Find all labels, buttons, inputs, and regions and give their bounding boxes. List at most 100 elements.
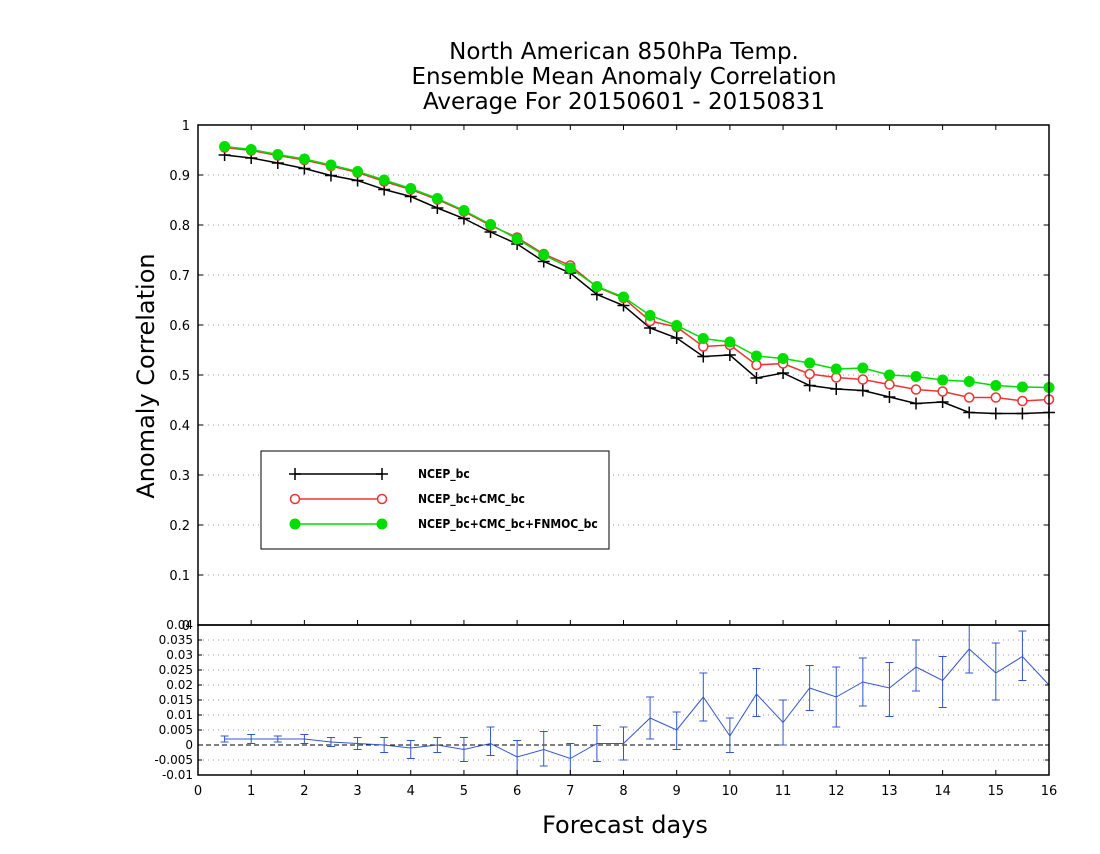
data-point — [376, 493, 388, 505]
x-tick-label: 9 — [673, 784, 681, 799]
difference-y-tick-labels: -0.01-0.00500.0050.010.0150.020.0250.030… — [154, 618, 193, 782]
series-line — [224, 145, 1050, 389]
y-tick-label: 0.7 — [169, 269, 190, 284]
y-tick-label: 0.5 — [169, 369, 190, 384]
data-point — [804, 368, 815, 380]
y-tick-label: 0.4 — [169, 419, 190, 434]
data-point — [671, 320, 683, 331]
x-tick-label: 16 — [1041, 784, 1058, 799]
legend: NCEP_bc NCEP_bc+CMC_bc NCEP_bc+CMC_bc+FNMO… — [260, 450, 610, 550]
data-point — [1016, 381, 1028, 393]
x-tick-label: 5 — [460, 784, 468, 799]
y-tick-label: 0.3 — [169, 469, 190, 484]
main-y-tick-labels: 0 0.1 0.2 0.3 0.4 0.5 0.6 0.7 0.8 0.9 1 — [169, 119, 190, 634]
data-point — [857, 374, 869, 385]
y-tick-label: 0.005 — [159, 723, 193, 737]
x-tick-label: 4 — [407, 784, 415, 799]
data-point — [564, 262, 576, 274]
data-point — [884, 379, 895, 390]
x-tick-label: 0 — [194, 784, 202, 799]
difference-line — [224, 648, 1050, 760]
x-tick-label: 7 — [566, 784, 574, 799]
title-line-3: Average For 20150601 - 20150831 — [423, 89, 825, 115]
x-tick-label: 8 — [619, 784, 627, 799]
data-point — [910, 371, 922, 382]
data-point — [618, 291, 629, 303]
data-point — [644, 310, 656, 321]
data-point — [990, 380, 1002, 391]
x-tick-label: 6 — [513, 784, 521, 799]
x-tick-label: 2 — [300, 784, 308, 799]
data-point — [219, 141, 231, 152]
data-point — [325, 159, 337, 171]
legend-label: NCEP_bc — [418, 467, 470, 482]
difference-plot-series — [220, 624, 1050, 776]
x-tick-label: 1 — [247, 784, 255, 799]
series-NCEP_bc — [218, 149, 1055, 420]
y-tick-label: 0.025 — [159, 663, 193, 677]
data-point — [289, 518, 301, 530]
y-tick-label: 0.03 — [166, 648, 193, 662]
data-point — [883, 369, 895, 381]
data-point — [724, 336, 736, 348]
y-tick-label: 0.04 — [166, 618, 193, 632]
data-point — [910, 384, 922, 395]
y-tick-label: 0.6 — [169, 319, 190, 334]
data-point — [937, 374, 949, 386]
y-tick-label: 0.035 — [159, 633, 193, 647]
series-line — [224, 154, 1050, 415]
y-tick-label: 0.01 — [166, 708, 193, 722]
series-NCEP_bc+CMC_bc — [219, 142, 1055, 407]
data-point — [405, 183, 417, 194]
x-tick-label: 12 — [828, 784, 845, 799]
data-point — [777, 353, 789, 364]
data-point — [804, 357, 816, 369]
data-point — [458, 205, 470, 216]
data-point — [352, 166, 364, 177]
data-point — [937, 386, 948, 397]
x-tick-labels: 0 1 2 3 4 5 6 7 8 9 10 11 12 13 14 15 16 — [194, 784, 1057, 799]
data-point — [272, 149, 284, 160]
data-point — [591, 281, 603, 292]
chart-title: North American 850hPa Temp. Ensemble Mea… — [411, 39, 836, 115]
data-point — [245, 144, 257, 155]
x-tick-label: 13 — [881, 784, 898, 799]
data-point — [963, 376, 975, 387]
plot-frames — [197, 124, 1050, 776]
series-line — [224, 146, 1050, 402]
data-point — [378, 174, 390, 186]
data-point — [431, 193, 443, 204]
y-tick-label: 0.9 — [169, 169, 190, 184]
data-point — [697, 333, 709, 344]
data-point — [376, 518, 388, 530]
data-point — [990, 392, 1002, 403]
x-tick-label: 14 — [934, 784, 951, 799]
data-point — [511, 233, 523, 245]
title-line-2: Ensemble Mean Anomaly Correlation — [411, 64, 836, 90]
legend-box — [260, 450, 610, 550]
main-plot-series — [218, 141, 1055, 420]
legend-label: NCEP_bc+CMC_bc — [418, 492, 525, 507]
y-tick-label: 0.02 — [166, 678, 193, 692]
y-tick-label: 0 — [182, 619, 190, 634]
legend-entry: NCEP_bc — [289, 467, 470, 482]
data-point — [289, 493, 301, 505]
data-point — [963, 392, 975, 403]
data-point — [1017, 395, 1028, 407]
x-axis-label: Forecast days — [542, 811, 708, 839]
data-point — [750, 350, 762, 362]
data-point — [751, 359, 762, 371]
y-tick-label: -0.005 — [154, 753, 193, 767]
series-NCEP_bc+CMC_bc+FNMOC_bc — [219, 141, 1055, 393]
data-point — [830, 363, 842, 375]
data-point — [485, 219, 497, 230]
legend-entry: NCEP_bc+CMC_bc+FNMOC_bc — [289, 517, 598, 532]
y-tick-label: 0.015 — [159, 693, 193, 707]
legend-entry: NCEP_bc+CMC_bc — [289, 492, 525, 507]
y-tick-label: -0.01 — [162, 768, 193, 782]
legend-label: NCEP_bc+CMC_bc+FNMOC_bc — [418, 517, 598, 532]
y-tick-label: 0 — [185, 738, 193, 752]
difference-plot-frame — [197, 624, 1050, 776]
x-tick-label: 15 — [988, 784, 1005, 799]
title-line-1: North American 850hPa Temp. — [449, 39, 799, 65]
